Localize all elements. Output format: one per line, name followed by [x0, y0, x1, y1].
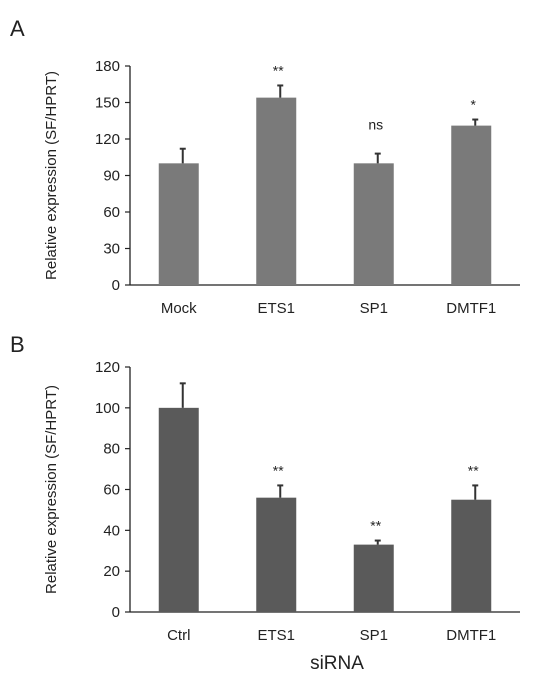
panel-a-y-tick-label: 150 [95, 95, 120, 112]
panel-b-significance-label: ** [370, 518, 381, 534]
panel-b-bar [353, 544, 394, 612]
panel-a-category-label: Mock [161, 300, 197, 317]
panel-b-category-label: SP1 [360, 627, 388, 644]
panel-b-y-tick-label: 100 [95, 400, 120, 417]
panel-a-bar [451, 125, 492, 285]
panel-a-letter: A [10, 16, 25, 41]
panel-b-y-axis-title: Relative expression (SF/HPRT) [43, 385, 60, 594]
panel-b-y-tick-label: 40 [103, 522, 120, 539]
panel-a-significance-label: ns [368, 117, 383, 133]
panel-a-bar [353, 163, 394, 285]
panel-b-significance-label: ** [468, 462, 479, 478]
panel-b-category-label: ETS1 [257, 627, 295, 644]
panel-a-y-tick-label: 90 [103, 168, 120, 185]
panel-a-y-tick-label: 120 [95, 131, 120, 148]
panel-a-significance-label: * [471, 97, 477, 113]
panel-b-significance-label: ** [273, 462, 284, 478]
panel-b-bar [256, 497, 297, 612]
panel-a-y-tick-label: 0 [112, 277, 120, 294]
panel-b: B Relative expression (SF/HPRT) 0 20 40 60 80… [10, 332, 520, 644]
panel-a-category-label: SP1 [360, 300, 388, 317]
panel-a-bar [158, 163, 199, 285]
panel-b-y-tick-label: 20 [103, 563, 120, 580]
panel-b-y-tick-label: 0 [112, 604, 120, 621]
panel-a-category-label: DMTF1 [446, 300, 496, 317]
panel-b-category-label: DMTF1 [446, 627, 496, 644]
panel-a-significance-label: ** [273, 62, 284, 78]
panel-a-y-tick-label: 60 [103, 204, 120, 221]
panel-a-y-tick-label: 30 [103, 241, 120, 258]
panel-b-letter: B [10, 332, 25, 357]
panel-a-bar [256, 97, 297, 285]
panel-b-x-axis-title: siRNA [310, 653, 364, 674]
panel-b-bar [451, 499, 492, 612]
panel-a-category-label: ETS1 [257, 300, 295, 317]
panel-b-y-tick-label: 60 [103, 482, 120, 499]
panel-b-y-tick-label: 80 [103, 441, 120, 458]
panel-a-y-axis-title: Relative expression (SF/HPRT) [43, 71, 60, 280]
panel-b-bar [158, 407, 199, 612]
panel-a: A Relative expression (SF/HPRT) 0 30 60 90 12… [10, 16, 520, 317]
panel-a-y-tick-label: 180 [95, 58, 120, 75]
panel-b-y-tick-label: 120 [95, 359, 120, 376]
panel-b-category-label: Ctrl [167, 627, 190, 644]
